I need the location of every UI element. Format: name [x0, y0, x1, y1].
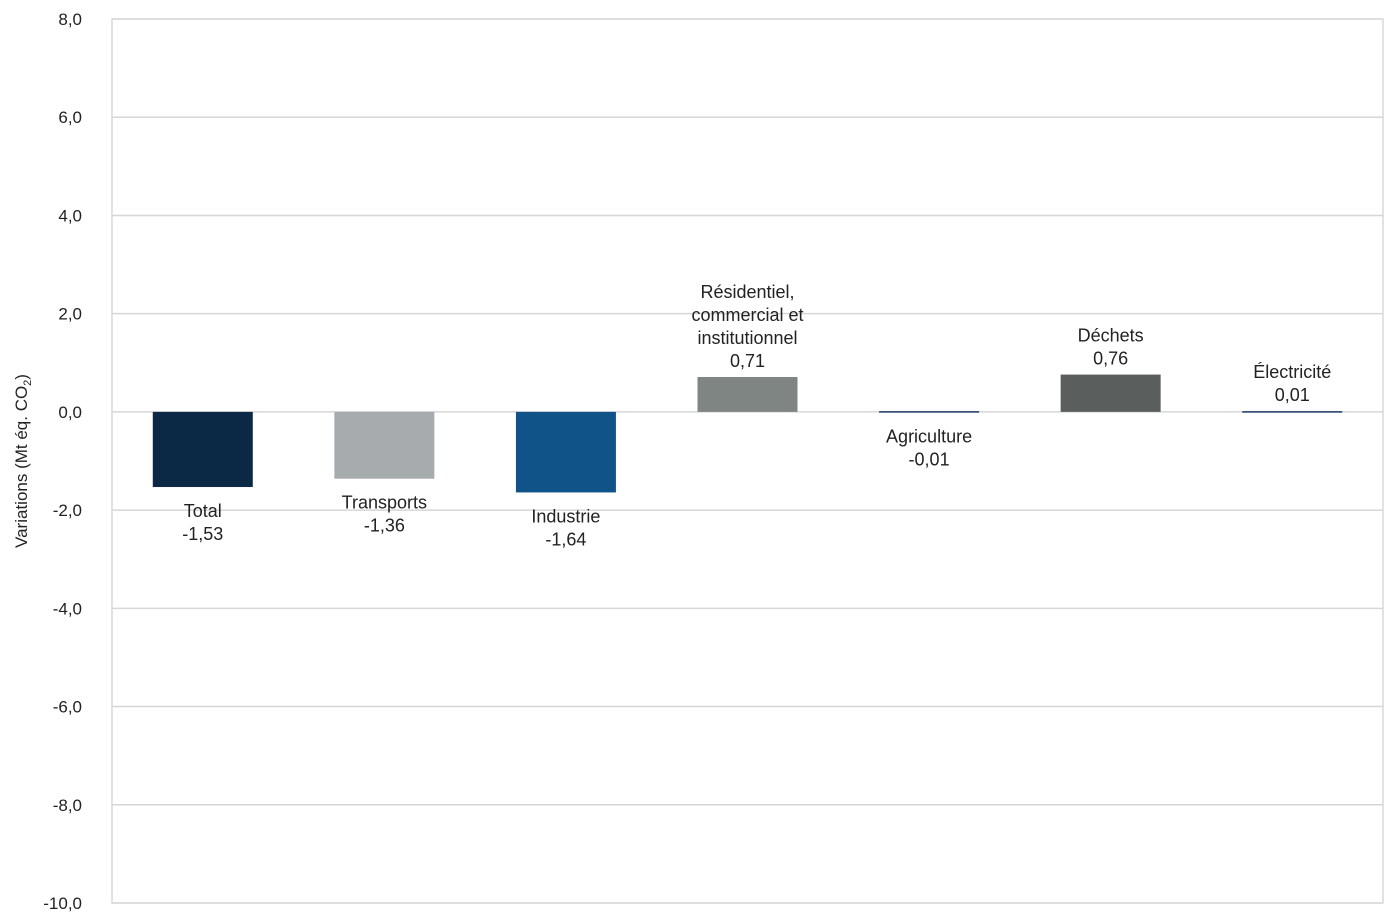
bar [697, 377, 798, 412]
category-label: institutionnel [697, 328, 797, 348]
category-label: Transports [342, 493, 427, 513]
data-label: -1,53 [182, 524, 223, 544]
data-label: 0,01 [1275, 385, 1310, 405]
bar [1060, 374, 1161, 412]
y-axis-label: Variations (Mt éq. CO2) [12, 374, 34, 548]
y-tick-label: 8,0 [58, 10, 82, 29]
data-label: -1,64 [545, 529, 586, 549]
category-label: Électricité [1253, 362, 1331, 382]
y-tick-label: 2,0 [58, 305, 82, 324]
category-label: Industrie [531, 506, 600, 526]
y-tick-label: 6,0 [58, 108, 82, 127]
bars [152, 374, 1343, 493]
category-label: Déchets [1078, 326, 1144, 346]
y-tick-label: -2,0 [53, 501, 82, 520]
bar [879, 411, 980, 413]
category-label: Résidentiel, [700, 282, 794, 302]
category-label: commercial et [691, 305, 803, 325]
y-tick-label: 4,0 [58, 206, 82, 225]
data-label: -0,01 [909, 450, 950, 470]
bar [334, 411, 435, 479]
y-tick-label: -8,0 [53, 796, 82, 815]
y-tick-label: -4,0 [53, 599, 82, 618]
y-axis-ticks: 8,0 6,0 4,0 2,0 0,0 -2,0 -4,0 -6,0 -8,0 -10,0 [43, 10, 82, 913]
bar [515, 411, 616, 493]
bar [1242, 411, 1343, 413]
data-labels: Total -1,53 Transports -1,36 Industrie -1,64 R… [182, 282, 1331, 549]
data-label: -1,36 [364, 516, 405, 536]
plot-frame [111, 18, 1384, 904]
y-tick-label: -10,0 [43, 894, 82, 913]
y-axis-label-main: Variations (Mt éq. CO [12, 386, 31, 548]
category-label: Agriculture [886, 427, 972, 447]
data-label: 0,76 [1093, 349, 1128, 369]
y-tick-label: -6,0 [53, 698, 82, 717]
y-tick-label: 0,0 [58, 403, 82, 422]
data-label: 0,71 [730, 351, 765, 371]
y-axis-label-subscript: 2 [22, 380, 34, 386]
y-axis-label-suffix: ) [12, 374, 31, 380]
bar [152, 411, 253, 488]
category-label: Total [184, 501, 222, 521]
